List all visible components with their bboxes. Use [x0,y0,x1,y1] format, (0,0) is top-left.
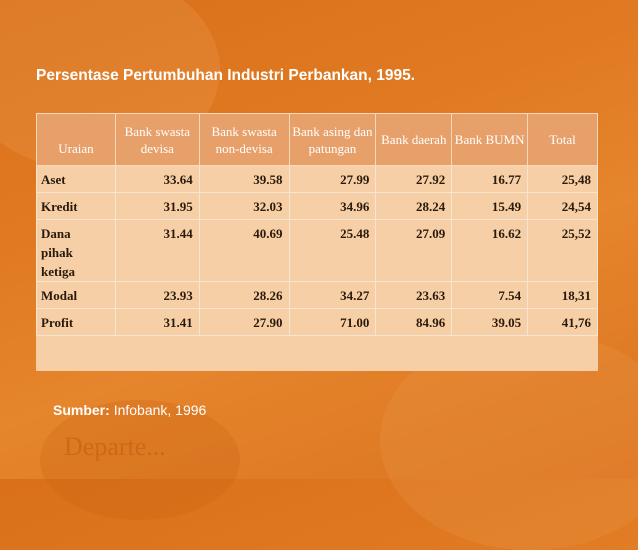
table-cell: 16.62 [451,219,529,282]
table-cell: 71.00 [288,308,377,336]
table-row: Modal 23.93 28.26 34.27 23.63 7.54 18,31 [36,281,598,309]
table-cell: 28.26 [198,281,290,309]
row-label: Kredit [36,192,116,220]
table-cell: 39.05 [451,308,529,336]
header-cell: Total [527,113,598,166]
table-cell: 31.41 [114,308,200,336]
row-label: Dana pihak ketiga [36,219,116,282]
table-panel: Uraian Bank swasta devisa Bank swasta no… [36,113,598,371]
row-label: Profit [36,308,116,336]
header-cell: Bank asing dan patungan [288,113,377,166]
header-cell: Bank daerah [375,113,453,166]
table-row: Kredit 31.95 32.03 34.96 28.24 15.49 24,… [36,192,598,220]
header-cell: Uraian [36,113,116,166]
watermark: Departe... [64,432,166,461]
row-label: Modal [36,281,116,309]
table-cell: 16.77 [451,165,529,193]
table-cell: 18,31 [527,281,598,309]
table-cell: 25.48 [288,219,377,282]
table-cell: 32.03 [198,192,290,220]
table-cell: 27.90 [198,308,290,336]
table-cell: 41,76 [527,308,598,336]
table-cell: 31.95 [114,192,200,220]
header-cell: Bank BUMN [451,113,529,166]
table-cell: 7.54 [451,281,529,309]
table-cell: 15.49 [451,192,529,220]
table-row: Aset 33.64 39.58 27.99 27.92 16.77 25,48 [36,165,598,193]
table-cell: 23.63 [375,281,453,309]
table-cell: 24,54 [527,192,598,220]
table-cell: 34.96 [288,192,377,220]
table-header-row: Uraian Bank swasta devisa Bank swasta no… [36,113,598,166]
table-cell: 25,52 [527,219,598,282]
table-row: Profit 31.41 27.90 71.00 84.96 39.05 41,… [36,308,598,336]
source-note: Sumber: Infobank, 1996 [53,402,206,418]
table-cell: 25,48 [527,165,598,193]
table-cell: 23.93 [114,281,200,309]
table-cell: 28.24 [375,192,453,220]
table-cell: 27.99 [288,165,377,193]
slide-title: Persentase Pertumbuhan Industri Perbanka… [36,67,416,84]
table-cell: 27.09 [375,219,453,282]
header-cell: Bank swasta non-devisa [198,113,290,166]
source-text: Infobank, 1996 [113,402,207,418]
table-cell: 31.44 [114,219,200,282]
source-label: Sumber: [53,402,110,418]
data-table: Uraian Bank swasta devisa Bank swasta no… [36,113,598,336]
table-cell: 34.27 [288,281,377,309]
table-cell: 84.96 [375,308,453,336]
table-row: Dana pihak ketiga 31.44 40.69 25.48 27.0… [36,219,598,282]
table-cell: 27.92 [375,165,453,193]
row-label: Aset [36,165,116,193]
table-cell: 33.64 [114,165,200,193]
table-cell: 39.58 [198,165,290,193]
table-cell: 40.69 [198,219,290,282]
header-cell: Bank swasta devisa [114,113,200,166]
